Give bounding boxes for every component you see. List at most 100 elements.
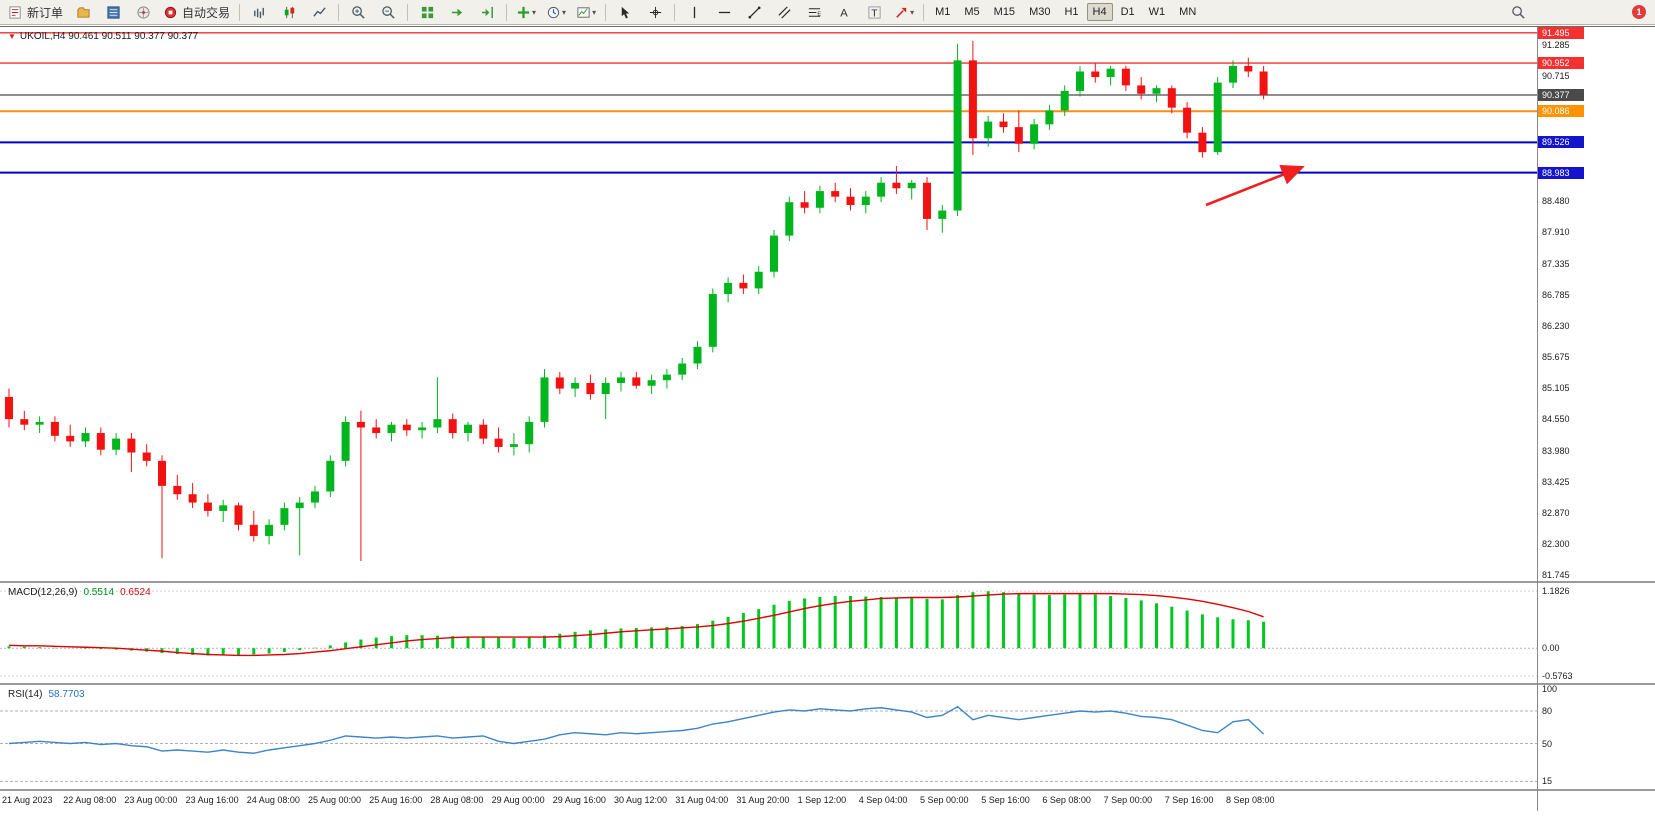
channel-button[interactable] xyxy=(770,1,798,23)
chart-symbol-icon: ▼ xyxy=(8,32,16,41)
candle-body xyxy=(158,460,166,486)
search-button[interactable] xyxy=(1504,1,1532,23)
zoom-in-button[interactable] xyxy=(344,1,372,23)
toolbar-separator xyxy=(338,3,340,21)
trendline-button[interactable] xyxy=(740,1,768,23)
new-order-button[interactable]: 新订单 xyxy=(4,1,67,23)
candle-body xyxy=(66,435,75,442)
candle-body xyxy=(1121,68,1130,86)
text-tool-button[interactable]: A xyxy=(830,1,858,23)
candle-body xyxy=(448,419,457,434)
macd-chart[interactable] xyxy=(0,583,1537,683)
candle-body xyxy=(112,438,121,450)
level-price-tag: 88.983 xyxy=(1538,166,1584,179)
vertical-line-button[interactable] xyxy=(680,1,708,23)
pane-divider-macd-rsi[interactable] xyxy=(0,683,1655,685)
tab-timeframe-m1[interactable]: M1 xyxy=(935,6,951,18)
macd-signal-value: 0.6524 xyxy=(120,587,151,598)
tab-timeframe-m30[interactable]: M30 xyxy=(1029,6,1051,18)
candle-body xyxy=(678,363,687,375)
cursor-button[interactable] xyxy=(611,1,639,23)
candle-body xyxy=(188,494,197,503)
price-scale-divider[interactable] xyxy=(1537,27,1538,811)
rsi-chart[interactable] xyxy=(0,685,1537,789)
candlestick-chart-button[interactable] xyxy=(275,1,303,23)
candle-body xyxy=(693,346,702,364)
zoom-out-button[interactable] xyxy=(374,1,402,23)
candle-body xyxy=(494,438,503,447)
rsi-scale-label: 80 xyxy=(1542,706,1553,716)
macd-scale-label: 1.1826 xyxy=(1542,586,1570,597)
candle-body xyxy=(724,282,733,294)
bar-chart-button[interactable] xyxy=(245,1,273,23)
templates-caret-icon: ▾ xyxy=(592,7,597,17)
trend-arrow-annotation[interactable] xyxy=(1205,164,1305,207)
time-axis-label: 23 Aug 00:00 xyxy=(124,795,178,805)
candle-body xyxy=(785,202,794,236)
candle-body xyxy=(739,282,748,289)
horizontal-line-button[interactable] xyxy=(710,1,738,23)
toolbar-separator xyxy=(674,3,676,21)
periods-button[interactable]: ▾ xyxy=(542,1,570,23)
auto-scroll-button[interactable] xyxy=(443,1,471,23)
chart-shift-button[interactable] xyxy=(473,1,501,23)
candle-body xyxy=(1183,107,1192,133)
candle-body xyxy=(1014,127,1023,144)
tab-timeframe-w1[interactable]: W1 xyxy=(1148,6,1166,18)
autotrading-label: 自动交易 xyxy=(182,5,231,20)
crosshair-button[interactable] xyxy=(641,1,669,23)
label-tool-button[interactable]: T xyxy=(860,1,888,23)
tab-timeframe-mn[interactable]: MN xyxy=(1179,6,1197,18)
candle-body xyxy=(356,421,365,428)
candle-body xyxy=(372,427,381,434)
macd-name-label: MACD(12,26,9) xyxy=(8,587,78,598)
rsi-scale-label: 50 xyxy=(1542,738,1553,749)
tab-timeframe-m5[interactable]: M5 xyxy=(964,6,980,18)
profiles-button[interactable] xyxy=(69,1,97,23)
time-axis-label: 7 Sep 16:00 xyxy=(1164,795,1214,805)
rsi-line xyxy=(8,705,1265,754)
candle-body xyxy=(5,396,13,420)
tile-windows-button[interactable] xyxy=(413,1,441,23)
line-chart-button[interactable] xyxy=(305,1,333,23)
candle-body xyxy=(861,196,870,205)
scale-label: 83.425 xyxy=(1542,476,1570,487)
navigator-icon xyxy=(136,5,150,19)
candle-body xyxy=(846,196,855,205)
candle-body xyxy=(540,377,549,422)
notification-badge[interactable]: 1 xyxy=(1632,5,1646,19)
time-axis-label: 31 Aug 20:00 xyxy=(736,795,790,805)
arrows-tool-button[interactable]: ▾ xyxy=(890,1,918,23)
autotrading-button[interactable]: 自动交易 xyxy=(159,1,234,23)
time-axis-label: 22 Aug 08:00 xyxy=(63,795,117,805)
time-axis-label: 31 Aug 04:00 xyxy=(675,795,729,805)
tab-timeframe-h4[interactable]: H4 xyxy=(1086,3,1113,21)
tab-timeframe-h1[interactable]: H1 xyxy=(1064,6,1079,18)
candle-body xyxy=(173,485,182,495)
market-watch-button[interactable] xyxy=(99,1,127,23)
autotrading-icon xyxy=(164,6,177,18)
candle-body xyxy=(1106,68,1115,78)
candle-body xyxy=(127,438,136,453)
level-price-tag: 90.952 xyxy=(1538,57,1584,70)
new-order-label: 新订单 xyxy=(27,5,64,20)
line-chart-icon xyxy=(312,6,326,17)
time-axis[interactable]: 21 Aug 2023 22 Aug 08:00 23 Aug 00:00 23 Au… xyxy=(0,792,1537,810)
tile-windows-icon xyxy=(421,6,433,18)
time-axis-label: 8 Sep 08:00 xyxy=(1226,795,1275,805)
scale-label: 83.980 xyxy=(1542,445,1570,456)
indicators-button[interactable]: ▾ xyxy=(512,1,540,23)
fibonacci-button[interactable]: E xyxy=(800,1,828,23)
navigator-button[interactable] xyxy=(129,1,157,23)
scale-label: 88.480 xyxy=(1542,195,1570,206)
scale-label: 86.785 xyxy=(1542,289,1570,300)
candle-body xyxy=(1244,65,1253,72)
price-scale[interactable]: 91.285 90.715 88.480 87.910 87.335 86.785 86.2… xyxy=(1538,26,1655,811)
candlestick-chart[interactable] xyxy=(0,27,1537,581)
tab-timeframe-d1[interactable]: D1 xyxy=(1120,6,1135,18)
pane-divider-main-macd[interactable] xyxy=(0,581,1655,583)
tab-timeframe-m15[interactable]: M15 xyxy=(993,6,1016,18)
candle-body xyxy=(815,191,824,208)
crosshair-icon xyxy=(649,6,661,18)
templates-button[interactable]: ▾ xyxy=(572,1,600,23)
